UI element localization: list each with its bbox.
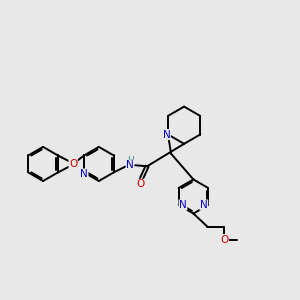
Text: H: H xyxy=(127,156,134,165)
Text: O: O xyxy=(136,179,144,189)
Text: N: N xyxy=(200,200,208,210)
Text: O: O xyxy=(220,235,229,244)
Text: N: N xyxy=(179,200,187,210)
Text: N: N xyxy=(80,169,88,179)
Text: N: N xyxy=(163,130,170,140)
Text: N: N xyxy=(126,160,134,170)
Text: O: O xyxy=(69,159,77,169)
